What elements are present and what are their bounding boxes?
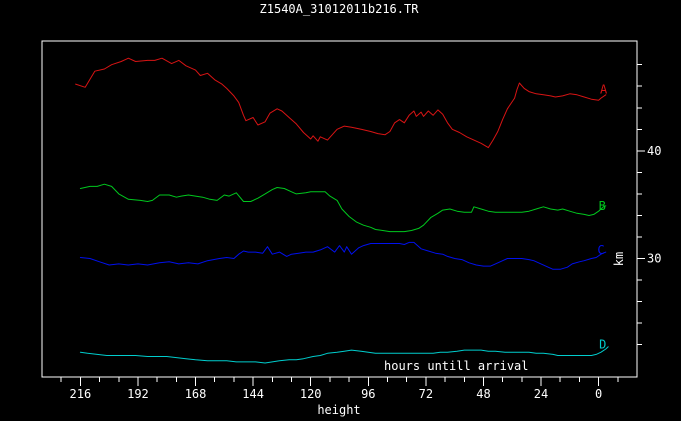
x-tick-label: 72	[419, 387, 433, 401]
x-tick-label: 144	[242, 387, 264, 401]
x-tick-label: 216	[70, 387, 92, 401]
x-tick-label: 0	[595, 387, 602, 401]
x-tick-label: 48	[476, 387, 490, 401]
series-D-label: D	[599, 338, 606, 352]
plot-frame	[41, 40, 638, 378]
inner-annotation: hours untill arrival	[384, 359, 529, 373]
series-B-line	[79, 183, 607, 233]
series-A-label: A	[600, 82, 608, 96]
series-A-line	[75, 57, 607, 149]
plot-frame-group	[41, 40, 638, 378]
x-tick-label: 96	[361, 387, 375, 401]
chart-title: Z1540A_31012011b216.TR	[260, 2, 420, 16]
series-B-label: B	[599, 199, 606, 213]
series-C-line	[79, 241, 607, 270]
x-axis-label: height	[317, 403, 360, 417]
series-C-label: C	[597, 243, 604, 257]
series-group: A B C D	[75, 57, 609, 364]
y-tick-label: 30	[647, 252, 661, 266]
x-tick-label: 192	[127, 387, 149, 401]
x-tick-label: 120	[300, 387, 322, 401]
ticks-group: 216 192 168 144 120 96 72 48 24 0 40 30	[60, 64, 661, 401]
y-axis-label: km	[612, 252, 626, 266]
series-D-line	[79, 346, 609, 364]
x-tick-label: 168	[185, 387, 207, 401]
y-tick-label: 40	[647, 144, 661, 158]
x-tick-label: 24	[534, 387, 548, 401]
